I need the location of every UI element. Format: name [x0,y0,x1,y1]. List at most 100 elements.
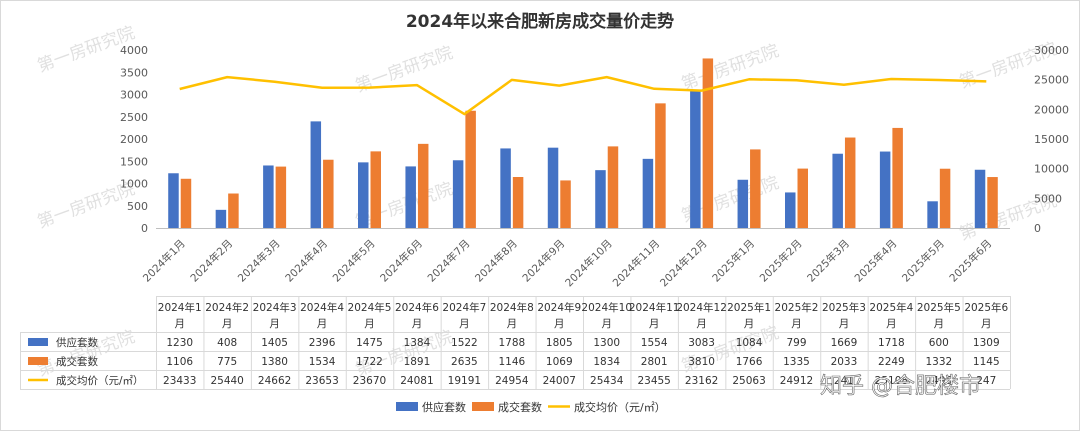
table-cell: 2249 [878,356,905,368]
table-header: 月 [839,318,850,330]
table-series-name: 成交均价（元/㎡） [56,374,144,387]
table-header: 月 [459,318,470,330]
table-series-key [28,338,48,346]
table-header: 月 [744,318,755,330]
table-cell: 25434 [590,375,624,387]
table-cell: 1300 [593,337,620,349]
table-cell: 2495 [925,375,952,387]
supply-bar [595,170,606,228]
y-right-tick-label: 30000 [1034,44,1069,57]
table-cell: 1230 [166,337,193,349]
table-header: 月 [174,318,185,330]
deal-bar [607,146,619,228]
deal-bar [655,103,666,228]
y-left-tick-label: 4000 [120,44,148,57]
table-cell: 600 [929,337,949,349]
supply-bar [832,153,843,228]
y-right-tick-label: 25000 [1034,74,1069,87]
table-header: 月 [269,318,280,330]
table-cell: 241 [834,375,854,387]
table-cell: 799 [786,337,806,349]
table-header: 月 [554,318,565,330]
table-cell: 1332 [925,356,952,368]
table-cell: 1766 [736,356,763,368]
deal-bar [750,149,761,228]
table-cell: 23433 [163,375,196,387]
table-series-key [28,357,48,365]
table-cell: 1084 [736,337,763,349]
y-right-tick-label: 10000 [1034,163,1069,176]
attribution-text: 知乎 @合肥楼市 [820,374,981,399]
deal-bar [417,143,429,228]
table-cell: 1475 [356,337,383,349]
chart-title: 2024年以来合肥新房成交量价走势 [406,11,674,32]
deal-bar [560,180,571,228]
deal-bar [323,159,334,228]
table-cell: 2396 [309,337,336,349]
table-series-name: 供应套数 [56,336,98,349]
supply-bar [642,158,654,228]
table-header: 2025年4 [869,301,913,314]
y-right-tick-label: 5000 [1034,192,1062,205]
table-cell: 25440 [210,375,243,387]
table-header: 2025年3 [822,301,866,314]
supply-bar [215,209,227,228]
table-cell: 23162 [685,375,718,387]
table-header: 月 [791,318,802,330]
supply-bar [737,179,749,228]
table-header: 2024年5 [348,301,392,314]
table-cell: 2635 [451,356,478,368]
table-header: 2024年2 [205,301,249,314]
table-cell: 2801 [641,356,668,368]
table-cell: 24912 [780,375,813,387]
table-header: 2024年4 [300,301,344,314]
table-header: 月 [934,318,945,330]
table-header: 月 [222,318,233,330]
table-cell: 1106 [166,356,193,368]
deal-bar [228,193,239,228]
table-header: 月 [649,318,660,330]
table-cell: 1335 [783,356,810,368]
table-header: 2024年9 [537,301,581,314]
table-header: 2024年3 [253,301,297,314]
y-left-tick-label: 2000 [120,133,148,146]
table-cell: 1384 [404,337,431,349]
table-header: 2024年8 [490,301,534,314]
table-header: 2024年1 [158,301,202,314]
legend-key [472,402,494,411]
table-cell: 24081 [400,375,433,387]
table-cell: 23653 [305,375,338,387]
supply-bar [452,160,464,228]
table-cell: 1069 [546,356,573,368]
table-cell: 1805 [546,337,573,349]
table-header: 月 [364,318,375,330]
supply-bar [358,162,369,228]
y-left-tick-label: 2500 [120,111,148,124]
supply-bar [168,173,179,228]
legend-key [396,402,418,411]
table-header: 2024年10 [581,301,632,314]
deal-bar [797,168,808,228]
y-right-tick-label: 15000 [1034,133,1069,146]
avg-price-line [179,75,987,116]
table-header: 2024年6 [395,301,439,314]
table-series-name: 成交套数 [56,355,98,368]
deal-bar [702,58,714,228]
table-header: 2025年5 [917,301,961,314]
table-header: 月 [412,318,423,330]
table-header: 月 [981,318,992,330]
supply-bar [500,148,511,228]
y-left-tick-label: 3000 [120,89,148,102]
supply-bar [785,192,796,228]
y-left-tick-label: 1500 [120,155,148,168]
deal-bar [180,178,192,228]
supply-bar [927,201,938,228]
table-cell: 1718 [878,337,905,349]
table-cell: 24007 [543,375,576,387]
table-header: 2024年7 [442,301,486,314]
legend-label: 成交套数 [498,400,542,414]
supply-bar [310,121,322,228]
deal-bar [892,127,903,228]
